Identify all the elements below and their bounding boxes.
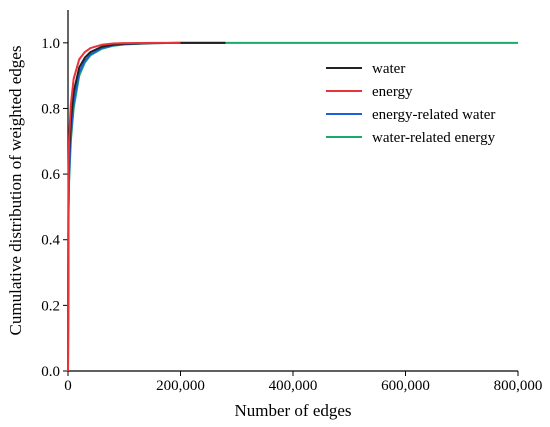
y-tick-label: 1.0 (41, 36, 60, 52)
axes (67, 10, 518, 372)
y-tick-label: 0.8 (41, 101, 60, 117)
series-line-energy-related-water (67, 41, 226, 372)
x-tick-label: 200,000 (156, 378, 205, 394)
x-axis-label: Number of edges (234, 401, 351, 420)
y-tick-label: 0.6 (41, 167, 60, 183)
x-tick-label: 0 (64, 378, 72, 394)
legend-label: energy-related water (372, 107, 495, 123)
y-axis-ticks: 0.0 0.2 0.4 0.6 0.8 1.0 (41, 36, 68, 380)
y-tick-label: 0.2 (41, 298, 60, 314)
y-axis-label: Cumulative distribution of weighted edge… (6, 46, 25, 336)
y-tick-label: 0.0 (41, 364, 60, 380)
series-lines (67, 41, 518, 372)
series-line-water-related-energy (67, 41, 518, 372)
legend-label: water-related energy (372, 130, 496, 146)
series-line-energy (67, 41, 181, 372)
x-tick-label: 600,000 (381, 378, 430, 394)
legend-label: energy (372, 84, 413, 100)
legend: water energy energy-related water water-rel… (326, 61, 496, 146)
x-tick-label: 800,000 (494, 378, 543, 394)
series-line-water (67, 41, 226, 372)
y-tick-label: 0.4 (41, 233, 60, 249)
x-tick-label: 400,000 (269, 378, 318, 394)
legend-label: water (372, 61, 405, 77)
x-axis-ticks: 0 200,000 400,000 600,000 800,000 (64, 371, 542, 394)
